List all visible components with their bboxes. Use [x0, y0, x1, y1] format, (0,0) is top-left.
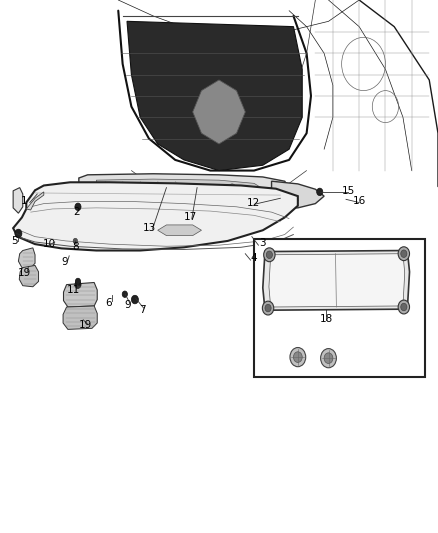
Polygon shape: [64, 282, 97, 307]
Polygon shape: [26, 192, 44, 210]
Polygon shape: [127, 21, 302, 171]
Text: 7: 7: [139, 305, 146, 315]
Text: 5: 5: [11, 236, 18, 246]
Circle shape: [229, 184, 236, 192]
Circle shape: [73, 238, 78, 244]
Circle shape: [75, 278, 81, 285]
Polygon shape: [18, 248, 35, 269]
Text: 12: 12: [247, 198, 260, 207]
Text: 18: 18: [320, 314, 333, 324]
Text: 15: 15: [342, 186, 355, 196]
Text: 8: 8: [72, 242, 79, 252]
Circle shape: [398, 247, 410, 261]
Polygon shape: [13, 188, 23, 213]
Polygon shape: [158, 225, 201, 236]
Circle shape: [401, 303, 407, 311]
Text: 1: 1: [21, 197, 28, 206]
Circle shape: [262, 301, 274, 315]
Polygon shape: [19, 265, 39, 287]
Text: 19: 19: [18, 268, 31, 278]
Text: 4: 4: [251, 253, 258, 263]
Circle shape: [75, 203, 81, 211]
Circle shape: [122, 291, 127, 297]
Circle shape: [15, 229, 22, 238]
Text: 3: 3: [259, 238, 266, 248]
Circle shape: [266, 251, 272, 259]
Text: 6: 6: [105, 298, 112, 308]
Text: 19: 19: [79, 320, 92, 330]
Circle shape: [172, 184, 179, 192]
Text: 2: 2: [73, 207, 80, 217]
Circle shape: [401, 250, 407, 257]
Circle shape: [398, 300, 410, 314]
Text: 10: 10: [42, 239, 56, 248]
FancyBboxPatch shape: [130, 184, 168, 199]
Text: 11: 11: [67, 286, 80, 295]
Circle shape: [115, 184, 122, 192]
Text: 9: 9: [124, 300, 131, 310]
Text: 9: 9: [61, 257, 68, 267]
Circle shape: [324, 353, 333, 364]
Circle shape: [321, 349, 336, 368]
Polygon shape: [263, 251, 410, 310]
Polygon shape: [193, 80, 245, 144]
Polygon shape: [263, 181, 324, 208]
Text: 16: 16: [353, 197, 366, 206]
Text: 17: 17: [184, 213, 197, 222]
Circle shape: [264, 248, 275, 262]
Circle shape: [265, 304, 271, 312]
Polygon shape: [13, 182, 298, 251]
Polygon shape: [79, 174, 289, 201]
Circle shape: [75, 281, 81, 288]
Text: 13: 13: [143, 223, 156, 233]
Circle shape: [131, 295, 138, 304]
Polygon shape: [269, 254, 405, 307]
Polygon shape: [88, 179, 263, 197]
Circle shape: [317, 188, 323, 196]
Circle shape: [290, 348, 306, 367]
Polygon shape: [63, 306, 97, 329]
Bar: [254, 239, 425, 377]
Circle shape: [293, 352, 302, 362]
